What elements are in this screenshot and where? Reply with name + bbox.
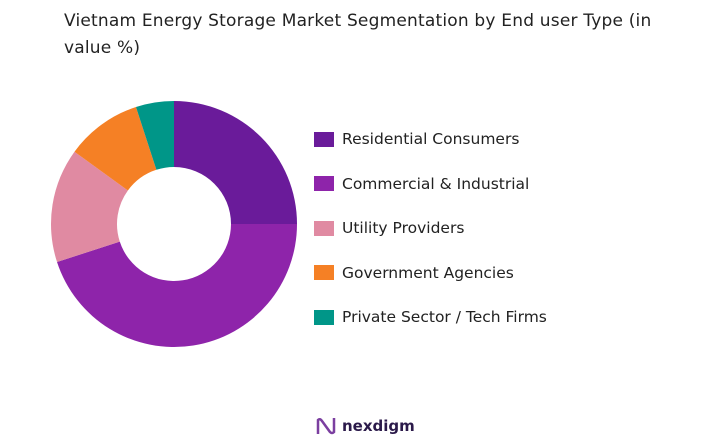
legend-swatch bbox=[314, 265, 334, 280]
legend-item: Utility Providers bbox=[314, 217, 547, 239]
legend-swatch bbox=[314, 309, 334, 325]
logo-text: nexdigm bbox=[342, 417, 415, 435]
legend-item: Private Sector / Tech Firms bbox=[314, 306, 547, 328]
legend-label: Utility Providers bbox=[342, 219, 465, 237]
donut-slice-utility-providers bbox=[50, 151, 128, 263]
donut-slice-commercial-industrial bbox=[57, 224, 297, 347]
nexdigm-logo: nexdigm bbox=[316, 416, 415, 436]
nexdigm-logo-icon bbox=[316, 417, 336, 435]
legend-label: Government Agencies bbox=[342, 263, 514, 282]
legend-label: Commercial & Industrial bbox=[342, 174, 530, 193]
legend-item: Residential Consumers bbox=[314, 128, 547, 150]
legend-item: Commercial & Industrial bbox=[314, 173, 547, 195]
legend: Residential Consumers Commercial & Indust… bbox=[314, 128, 547, 351]
legend-label: Residential Consumers bbox=[342, 130, 520, 148]
donut-slice-government-agencies bbox=[74, 107, 157, 191]
legend-swatch bbox=[314, 220, 334, 236]
donut-slice-private-sector-tech-firms bbox=[135, 101, 174, 170]
donut-slice-residential-consumers bbox=[174, 101, 297, 224]
legend-swatch bbox=[314, 131, 334, 147]
legend-label: Private Sector / Tech Firms bbox=[342, 308, 547, 326]
legend-swatch bbox=[314, 176, 334, 191]
legend-item: Government Agencies bbox=[314, 262, 547, 284]
chart-title: Vietnam Energy Storage Market Segmentati… bbox=[64, 11, 652, 58]
